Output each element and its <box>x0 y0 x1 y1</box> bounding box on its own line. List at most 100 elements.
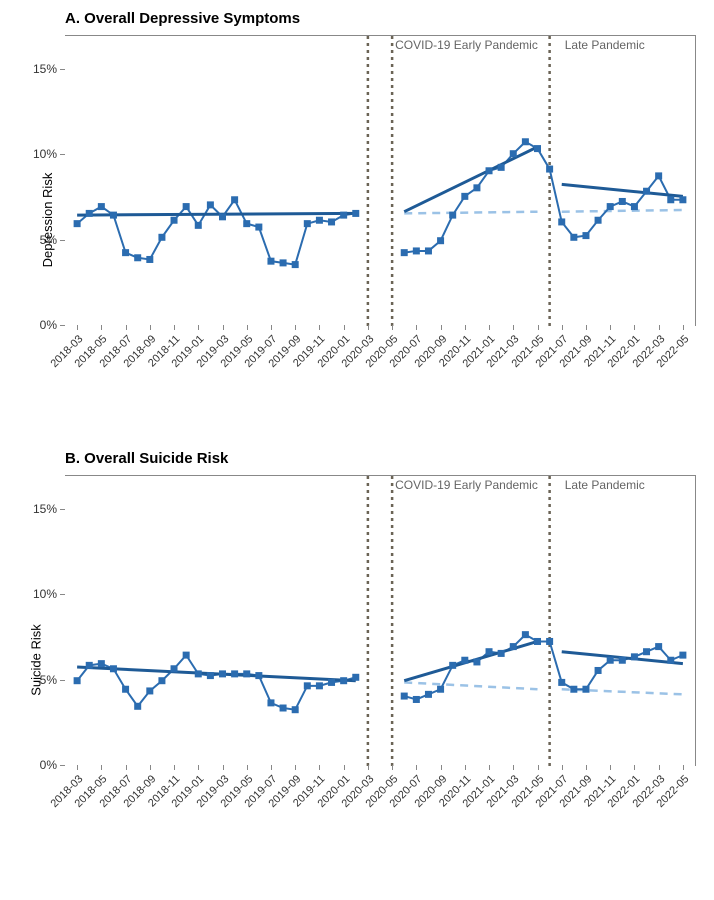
data-point <box>570 234 577 241</box>
data-point <box>292 706 299 713</box>
y-tick-label: 0% <box>40 758 57 772</box>
data-point <box>546 638 553 645</box>
data-point <box>534 638 541 645</box>
panel-a-svg <box>65 36 695 326</box>
y-tick-label: 10% <box>33 587 57 601</box>
data-point <box>328 679 335 686</box>
projection-line <box>404 212 537 214</box>
data-point <box>437 686 444 693</box>
y-tick-label: 0% <box>40 318 57 332</box>
data-point <box>280 259 287 266</box>
data-point <box>304 220 311 227</box>
data-point <box>667 657 674 664</box>
data-point <box>195 222 202 229</box>
data-point <box>546 166 553 173</box>
data-point <box>122 249 129 256</box>
data-point <box>74 220 81 227</box>
trend-line <box>77 213 356 215</box>
data-point <box>304 682 311 689</box>
data-point <box>146 687 153 694</box>
data-point <box>207 201 214 208</box>
data-point <box>122 686 129 693</box>
data-point <box>449 662 456 669</box>
data-point <box>158 677 165 684</box>
phase-annotation: COVID-19 Early Pandemic <box>395 478 538 492</box>
trend-line <box>404 641 537 680</box>
panel-b-y-label: Suicide Risk <box>28 624 43 696</box>
data-point <box>607 657 614 664</box>
data-point <box>619 657 626 664</box>
panel-b-y-axis: 0%5%10%15% <box>10 475 65 765</box>
data-point <box>449 212 456 219</box>
phase-annotation: Late Pandemic <box>565 478 645 492</box>
data-point <box>316 682 323 689</box>
data-point <box>425 247 432 254</box>
data-point <box>473 184 480 191</box>
data-point <box>425 691 432 698</box>
panel-a: A. Overall Depressive Symptoms 0%5%10%15… <box>10 10 704 430</box>
data-point <box>595 667 602 674</box>
data-point <box>401 249 408 256</box>
data-point <box>292 261 299 268</box>
data-point <box>486 167 493 174</box>
data-point <box>498 164 505 171</box>
data-point <box>183 652 190 659</box>
data-point <box>486 648 493 655</box>
data-point <box>231 670 238 677</box>
data-point <box>267 258 274 265</box>
data-point <box>558 679 565 686</box>
data-point <box>219 213 226 220</box>
panel-a-y-label: Depression Risk <box>40 173 55 268</box>
data-point <box>171 665 178 672</box>
y-tick-label: 15% <box>33 502 57 516</box>
data-point <box>98 203 105 210</box>
data-point <box>352 210 359 217</box>
data-point <box>219 670 226 677</box>
data-point <box>352 674 359 681</box>
data-point <box>631 203 638 210</box>
data-point <box>570 686 577 693</box>
panel-a-title: A. Overall Depressive Symptoms <box>65 10 704 27</box>
panel-a-y-axis: 0%5%10%15% <box>10 35 65 325</box>
projection-line <box>562 210 683 212</box>
panel-b: B. Overall Suicide Risk 0%5%10%15% Suici… <box>10 450 704 870</box>
data-point <box>595 217 602 224</box>
data-point <box>631 653 638 660</box>
data-point <box>437 237 444 244</box>
data-point <box>679 652 686 659</box>
panel-a-x-axis: 2018-032018-052018-072018-092018-112019-… <box>65 325 695 415</box>
data-line <box>77 142 683 265</box>
data-point <box>643 648 650 655</box>
data-point <box>231 196 238 203</box>
data-point <box>510 150 517 157</box>
data-point <box>146 256 153 263</box>
data-point <box>643 188 650 195</box>
data-point <box>267 699 274 706</box>
data-point <box>498 650 505 657</box>
data-point <box>86 662 93 669</box>
data-point <box>679 196 686 203</box>
data-point <box>340 212 347 219</box>
data-point <box>401 693 408 700</box>
data-point <box>158 234 165 241</box>
y-tick-label: 10% <box>33 147 57 161</box>
data-point <box>461 193 468 200</box>
data-point <box>183 203 190 210</box>
data-point <box>110 212 117 219</box>
data-point <box>582 232 589 239</box>
data-point <box>522 631 529 638</box>
data-point <box>243 670 250 677</box>
projection-line <box>404 682 537 689</box>
data-point <box>413 696 420 703</box>
data-point <box>558 218 565 225</box>
data-point <box>243 220 250 227</box>
data-point <box>98 660 105 667</box>
y-tick-label: 15% <box>33 62 57 76</box>
data-point <box>582 686 589 693</box>
data-point <box>255 672 262 679</box>
data-point <box>171 217 178 224</box>
data-point <box>534 145 541 152</box>
data-point <box>340 677 347 684</box>
data-point <box>207 672 214 679</box>
data-point <box>667 196 674 203</box>
